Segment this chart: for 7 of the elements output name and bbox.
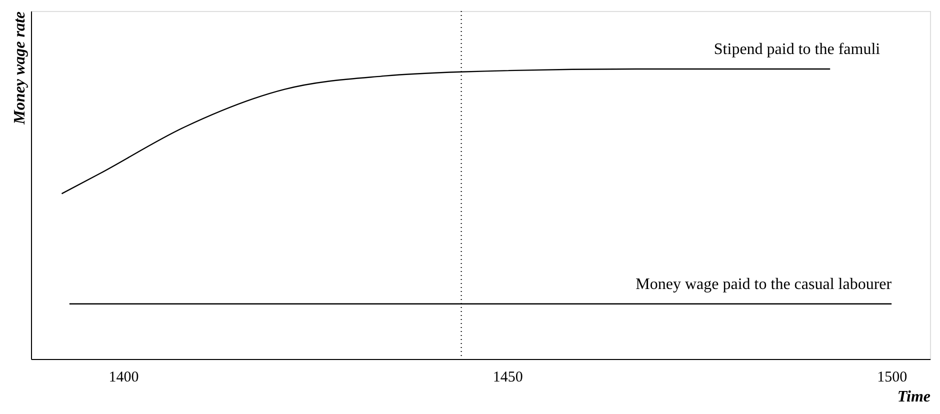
series-label: Stipend paid to the famuli xyxy=(714,41,881,58)
x-tick-label: 1400 xyxy=(108,370,139,386)
x-axis-title: Time xyxy=(897,388,930,406)
x-tick-label: 1500 xyxy=(877,370,908,386)
series-label: Money wage paid to the casual labourer xyxy=(636,276,892,293)
y-axis-title: Money wage rate xyxy=(12,12,28,126)
x-tick-label: 1450 xyxy=(492,370,523,386)
